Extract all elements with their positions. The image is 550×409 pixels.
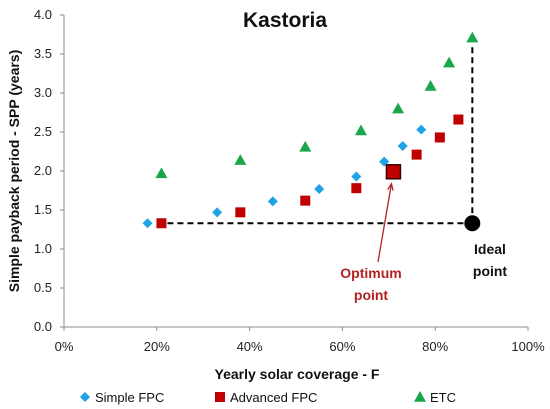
x-tick-label: 100% [511,339,545,354]
y-tick-label: 2.5 [34,124,52,139]
chart-title: Kastoria [243,9,327,32]
etc-point [466,31,479,43]
legend-label-advanced-fpc: Advanced FPC [230,390,317,405]
advanced-fpc-point [453,114,464,125]
x-tick-label: 40% [237,339,263,354]
y-tick-label: 3.0 [34,85,52,100]
optimum-arrow-line [377,183,393,263]
y-tick-label: 2.0 [34,163,52,178]
optimum-point-marker [385,164,402,180]
x-tick-label: 80% [422,339,448,354]
etc-point [443,56,456,68]
y-tick-label: 1.5 [34,202,52,217]
x-axis-label: Yearly solar coverage - F [215,366,380,382]
plot-area: 0.0 0.5 1.0 1.5 2.0 2.5 3.0 3.5 4.0 0% 20% 40% 60% 80… [34,7,545,354]
advanced-fpc-point [300,195,311,206]
optimum-label-line2: point [354,287,389,303]
advanced-fpc-point [156,218,167,229]
ideal-label-line2: point [473,263,508,279]
advanced-fpc-point [235,207,246,218]
optimum-label-line1: Optimum [340,265,401,281]
y-tick-label: 1.0 [34,241,52,256]
etc-point [299,140,312,152]
x-tick-label: 0% [55,339,74,354]
legend-label-simple-fpc: Simple FPC [95,390,164,405]
x-tick-label: 60% [329,339,355,354]
etc-point [424,79,437,91]
x-tick-label: 20% [144,339,170,354]
y-tick-label: 0.5 [34,280,52,295]
simple-fpc-point [397,141,408,152]
y-axis-label: Simple payback period - SPP (years) [6,50,22,293]
simple-fpc-point [267,196,278,207]
ideal-point-marker [464,215,481,232]
y-tick-label: 4.0 [34,7,52,22]
etc-point [354,124,367,136]
legend-marker-advanced-fpc [215,392,225,402]
legend: Simple FPC Advanced FPC ETC [80,390,456,405]
legend-marker-simple-fpc [80,392,90,402]
etc-point [234,154,247,165]
advanced-fpc-point [411,149,422,160]
legend-label-etc: ETC [430,390,456,405]
ideal-label-line1: Ideal [474,241,506,257]
simple-fpc-point [416,124,427,135]
simple-fpc-point [212,207,223,218]
advanced-fpc-point [351,183,362,194]
etc-point [155,167,168,179]
advanced-fpc-point [434,132,445,143]
legend-marker-etc [414,391,426,402]
simple-fpc-point [314,183,325,194]
y-tick-label: 3.5 [34,46,52,61]
simple-fpc-point [142,218,153,229]
optimum-arrow-head [387,182,394,191]
y-tick-label: 0.0 [34,319,52,334]
etc-point [392,102,405,114]
simple-fpc-point [351,171,362,182]
